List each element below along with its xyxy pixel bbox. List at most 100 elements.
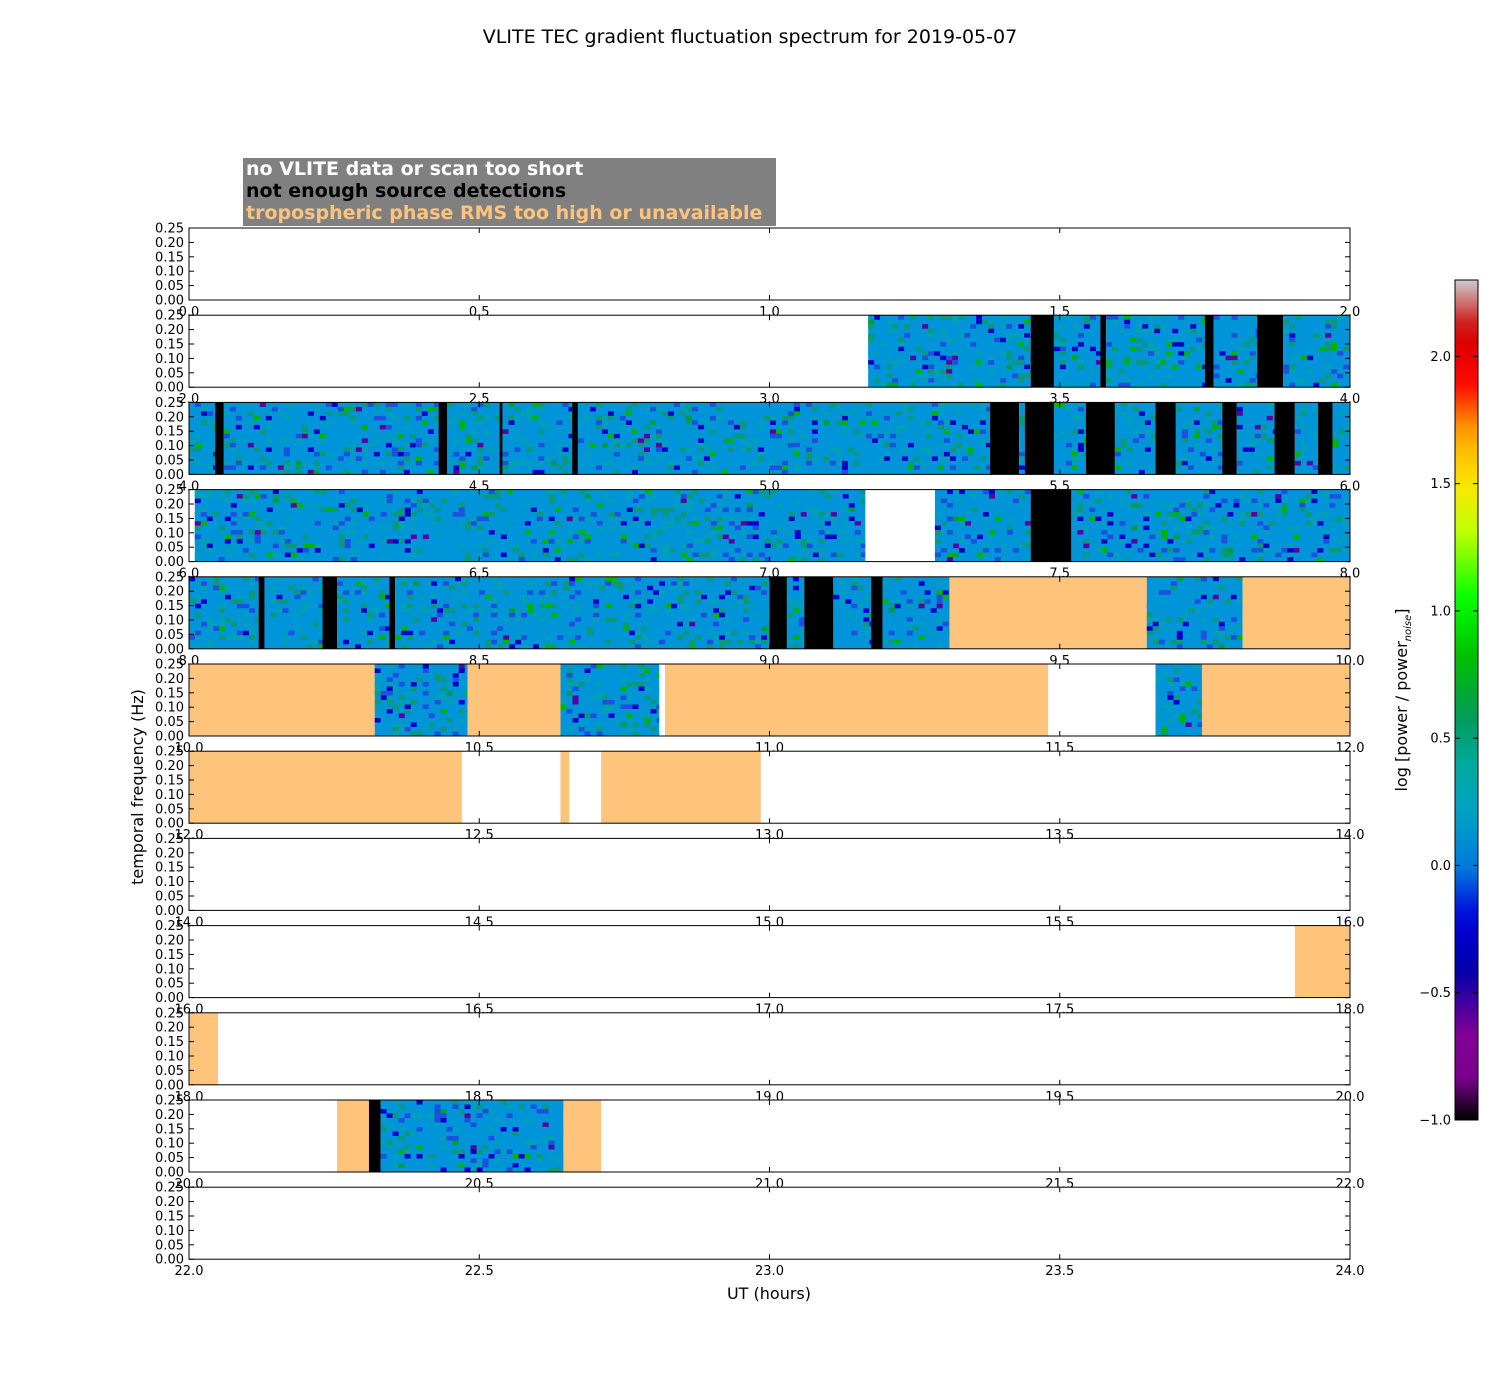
- spectrum-cell: [943, 438, 950, 443]
- spectrum-cell: [1245, 489, 1252, 495]
- spectrum-cell: [1185, 503, 1192, 508]
- spectrum-cell: [1335, 525, 1342, 531]
- spectrum-cell: [928, 378, 935, 383]
- spectrum-cell: [1077, 429, 1084, 434]
- spectrum-cell: [201, 621, 207, 627]
- spectrum-cell: [521, 626, 528, 631]
- spectrum-cell: [925, 447, 932, 452]
- spectrum-cell: [404, 1154, 411, 1159]
- spectrum-cell: [782, 543, 789, 549]
- spectrum-cell: [518, 498, 525, 504]
- spectrum-cell: [530, 1104, 537, 1109]
- spectrum-cell: [1331, 324, 1338, 329]
- spectrum-cell: [1221, 498, 1228, 504]
- spectrum-cell: [1000, 552, 1007, 558]
- spectrum-cell: [1230, 585, 1237, 591]
- spectrum-cell: [1254, 420, 1261, 425]
- spectrum-cell: [794, 512, 801, 517]
- spectrum-cell: [1012, 373, 1019, 379]
- spectrum-cell: [1119, 521, 1126, 526]
- spectrum-cell: [1012, 319, 1019, 325]
- spectrum-cell: [767, 621, 770, 627]
- spectrum-cell: [1118, 369, 1125, 374]
- spectrum-cell: [560, 1131, 564, 1136]
- spectrum-cell: [213, 438, 216, 443]
- spectrum-cell: [770, 543, 777, 549]
- spectrum-cell: [453, 438, 460, 443]
- spectrum-cell: [934, 512, 941, 517]
- spectrum-cell: [985, 420, 991, 425]
- spectrum-cell: [1254, 451, 1261, 457]
- spectrum-cell: [818, 548, 825, 553]
- spectrum-cell: [416, 1154, 423, 1159]
- spectrum-cell: [988, 342, 995, 347]
- spectrum-cell: [320, 489, 327, 495]
- spectrum-cell: [230, 521, 237, 526]
- y-tick-label: 0.25: [155, 1006, 184, 1021]
- spectrum-cell: [350, 548, 357, 553]
- spectrum-cell: [1289, 382, 1296, 388]
- spectrum-cell: [195, 594, 201, 600]
- spectrum-cell: [1182, 644, 1189, 649]
- spectrum-cell: [449, 590, 456, 595]
- spectrum-cell: [841, 411, 848, 416]
- spectrum-cell: [1191, 704, 1198, 709]
- spectrum-cell: [625, 402, 632, 407]
- spectrum-cell: [380, 1154, 387, 1159]
- spectrum-cell: [725, 639, 732, 645]
- spectrum-cell: [794, 498, 801, 504]
- spectrum-cell: [1018, 539, 1025, 544]
- spectrum-cell: [260, 557, 267, 562]
- spectrum-cell: [625, 465, 632, 470]
- spectrum-cell: [1206, 603, 1213, 609]
- spectrum-cell: [1211, 460, 1218, 466]
- spectrum-cell: [440, 727, 447, 732]
- spectrum-cell: [829, 447, 836, 452]
- spectrum-cell: [982, 337, 989, 343]
- colorbar-label-main: log [power / power: [1392, 641, 1411, 792]
- spectrum-cell: [1143, 516, 1150, 522]
- spectrum-cell: [895, 429, 902, 434]
- spectrum-cell: [964, 337, 971, 343]
- spectrum-cell: [691, 406, 698, 412]
- spectrum-cell: [656, 713, 660, 718]
- spectrum-cell: [1323, 534, 1330, 540]
- spectrum-cell: [458, 673, 465, 678]
- spectrum-cell: [812, 548, 819, 553]
- spectrum-cell: [1155, 503, 1162, 508]
- segment-not-enough-detections: [1030, 315, 1054, 388]
- spectrum-cell: [595, 406, 602, 412]
- spectrum-cell: [428, 695, 435, 700]
- spectrum-cell: [982, 351, 989, 356]
- spectrum-cell: [551, 603, 558, 609]
- spectrum-cell: [581, 594, 588, 600]
- spectrum-cell: [248, 489, 255, 495]
- spectrum-cell: [1249, 337, 1256, 343]
- spectrum-cell: [1219, 355, 1226, 361]
- spectrum-cell: [223, 442, 230, 448]
- spectrum-cell: [643, 460, 650, 466]
- spectrum-cell: [1191, 507, 1198, 513]
- spectrum-cell: [619, 415, 626, 421]
- spectrum-cell: [201, 442, 207, 448]
- spectrum-cell: [925, 469, 932, 475]
- spectrum-cell: [237, 603, 243, 609]
- spectrum-cell: [715, 442, 722, 448]
- spectrum-cell: [1306, 447, 1313, 452]
- spectrum-cell: [985, 406, 991, 412]
- spectrum-cell: [650, 512, 657, 517]
- spectrum-cell: [301, 460, 308, 466]
- y-tick-label: 0.20: [155, 1195, 184, 1210]
- spectrum-cell: [1299, 498, 1306, 504]
- spectrum-cell: [985, 447, 991, 452]
- spectrum-cell: [278, 525, 285, 531]
- spectrum-cell: [1344, 424, 1350, 430]
- spectrum-cell: [1150, 456, 1156, 461]
- spectrum-cell: [1114, 415, 1121, 421]
- spectrum-cell: [888, 621, 895, 627]
- spectrum-cell: [1167, 713, 1174, 718]
- spectrum-cell: [524, 1140, 531, 1145]
- spectrum-cell: [1166, 378, 1173, 383]
- spectrum-cell: [270, 612, 277, 618]
- spectrum-cell: [746, 503, 753, 508]
